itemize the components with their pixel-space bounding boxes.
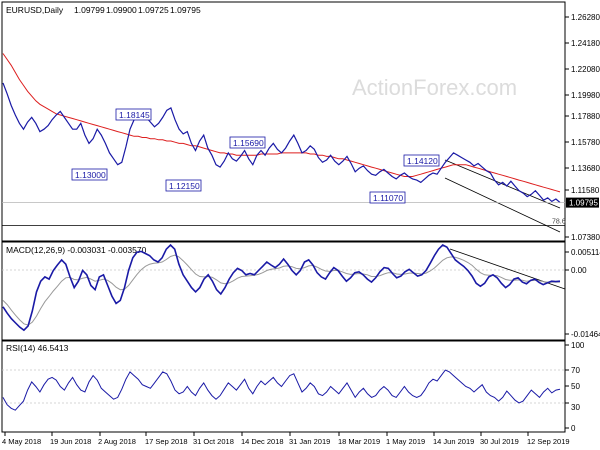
- y-tick-label: 70: [571, 366, 580, 375]
- channel-upper-line: [444, 159, 561, 209]
- y-tick-label: 1.19980: [571, 91, 600, 100]
- y-tick-label: 1.07380: [571, 233, 600, 242]
- x-tick-label: 31 Jan 2019: [289, 437, 330, 446]
- symbol-title: EURUSD,Daily: [6, 5, 64, 15]
- y-tick-label: -0.014647: [571, 330, 600, 339]
- y-tick-label: 1.24180: [571, 39, 600, 48]
- y-tick-label: 100: [571, 341, 585, 350]
- x-tick-label: 2 Aug 2018: [98, 437, 136, 446]
- annotation-label: 1.15690: [233, 138, 264, 148]
- macd-signal-line: [2, 254, 560, 326]
- rsi-line: [2, 369, 561, 411]
- x-axis: 4 May 2018 19 Jun 2018 2 Aug 2018 17 Sep…: [2, 432, 570, 446]
- macd-title: MACD(12,26,9) -0.003031 -0.003570: [6, 245, 147, 255]
- y-tick-label: 1.15780: [571, 138, 600, 147]
- annotation-label: 1.12150: [169, 181, 200, 191]
- annotation-box: [115, 108, 152, 121]
- x-tick-label: 12 Sep 2019: [527, 437, 570, 446]
- fib-level-label: 78.6: [552, 219, 566, 226]
- x-tick-label: 17 Sep 2018: [145, 437, 188, 446]
- price-y-axis: 1.26280 1.24180 1.22080 1.19980 1.17880 …: [565, 13, 600, 242]
- rsi-title: RSI(14) 46.5413: [6, 343, 69, 353]
- y-tick-label: 1.22080: [571, 65, 600, 74]
- y-tick-label: 1.13680: [571, 164, 600, 173]
- macd-panel-frame: [1, 241, 566, 341]
- price-panel-title: EURUSD,Daily 1.09799 1.09900 1.09725 1.0…: [6, 5, 201, 15]
- annotation-label: 1.13000: [75, 170, 106, 180]
- macd-y-axis: 0.005114 0.00 -0.014647: [565, 248, 600, 339]
- annotation-box: [229, 136, 266, 149]
- y-tick-label: 0.005114: [571, 248, 600, 257]
- ohlc-open: 1.09799: [74, 5, 105, 15]
- x-tick-label: 14 Dec 2018: [241, 437, 284, 446]
- y-tick-label: 1.17880: [571, 112, 600, 121]
- y-tick-label: 0: [571, 424, 576, 433]
- ohlc-close: 1.09795: [170, 5, 201, 15]
- annotation-box: [165, 179, 202, 192]
- x-tick-label: 14 Jun 2019: [433, 437, 474, 446]
- watermark: ActionForex.com: [352, 75, 517, 100]
- annotation-label: 1.11070: [373, 193, 403, 203]
- annotation-box: [403, 154, 440, 167]
- y-tick-label: 1.11580: [571, 186, 600, 195]
- x-tick-label: 4 May 2018: [2, 437, 41, 446]
- annotation-box: [369, 191, 406, 204]
- rsi-panel-frame: [1, 340, 566, 433]
- x-tick-label: 30 Jul 2019: [480, 437, 519, 446]
- ohlc-low: 1.09725: [138, 5, 169, 15]
- y-tick-label: 50: [571, 382, 580, 391]
- y-tick-label: 30: [571, 403, 580, 412]
- ohlc-high: 1.09900: [106, 5, 137, 15]
- price-panel-frame: [1, 1, 566, 242]
- macd-line: [2, 243, 561, 332]
- annotation-label: 1.18145: [119, 110, 150, 120]
- x-tick-label: 18 Mar 2019: [338, 437, 380, 446]
- channel-lower-line: [444, 177, 561, 233]
- x-tick-label: 19 Jun 2018: [50, 437, 91, 446]
- price-annotations: 1.18145 1.13000 1.15690 1.12150 1.14120 …: [71, 108, 440, 204]
- x-tick-label: 31 Oct 2018: [193, 437, 234, 446]
- last-price-box: [566, 197, 599, 208]
- annotation-label: 1.14120: [407, 156, 438, 166]
- x-tick-label: 1 May 2019: [386, 437, 425, 446]
- price-line: [2, 82, 561, 203]
- y-tick-label: 0.00: [571, 266, 587, 275]
- rsi-y-axis: 100 70 50 30 0: [565, 341, 585, 433]
- last-price-label: 1.09795: [569, 199, 598, 208]
- y-tick-label: 1.26280: [571, 13, 600, 22]
- annotation-box: [71, 168, 108, 181]
